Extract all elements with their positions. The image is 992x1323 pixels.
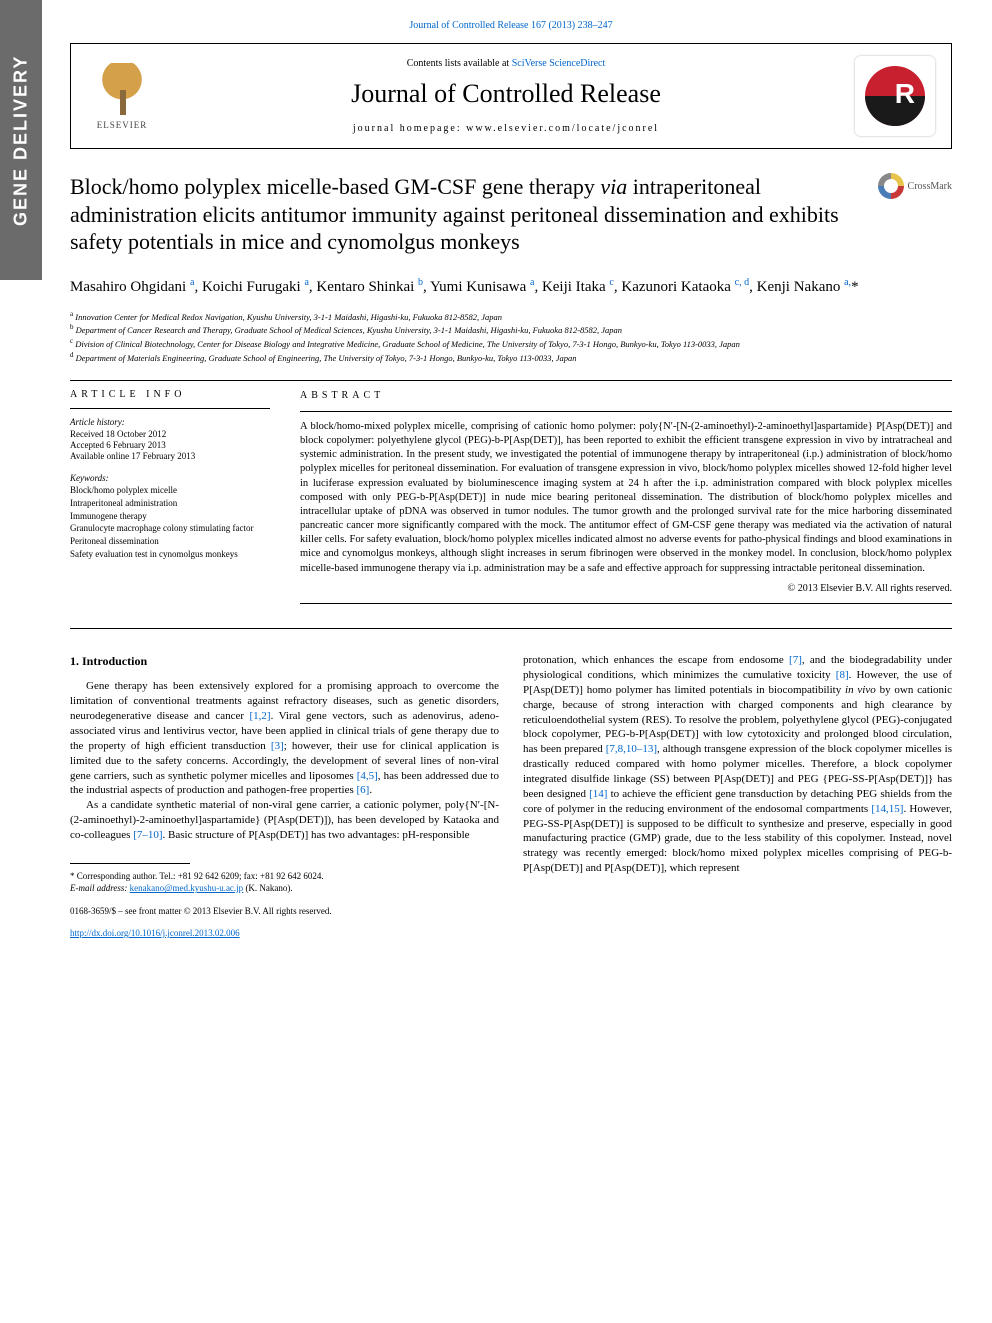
- issn-line: 0168-3659/$ – see front matter © 2013 El…: [70, 905, 499, 917]
- history-line: Received 18 October 2012: [70, 429, 270, 439]
- keyword: Granulocyte macrophage colony stimulatin…: [70, 523, 270, 535]
- journal-citation: Journal of Controlled Release 167 (2013)…: [70, 20, 952, 31]
- title-row: Block/homo polyplex micelle-based GM-CSF…: [70, 173, 952, 256]
- sciencedirect-link[interactable]: SciVerse ScienceDirect: [512, 58, 606, 69]
- footnote-rule: [70, 863, 190, 864]
- journal-header: ELSEVIER Contents lists available at Sci…: [70, 43, 952, 149]
- keywords-head: Keywords:: [70, 473, 270, 483]
- abstract-head: ABSTRACT: [300, 389, 952, 403]
- elsevier-tree-icon: [92, 63, 152, 118]
- corresponding-author: * Corresponding author. Tel.: +81 92 642…: [70, 870, 499, 883]
- elsevier-text: ELSEVIER: [97, 120, 148, 130]
- history-line: Available online 17 February 2013: [70, 451, 270, 461]
- keyword: Safety evaluation test in cynomolgus mon…: [70, 549, 270, 561]
- crossmark-icon: [878, 173, 904, 199]
- history-head: Article history:: [70, 417, 270, 427]
- article-info: ARTICLE INFO Article history: Received 1…: [70, 389, 270, 612]
- body-p2: As a candidate synthetic material of non…: [70, 798, 499, 843]
- keyword: Intraperitoneal administration: [70, 498, 270, 510]
- section-title: 1. Introduction: [70, 653, 499, 669]
- jcr-logo: [855, 56, 935, 136]
- info-divider: [70, 408, 270, 409]
- keyword: Peritoneal dissemination: [70, 536, 270, 548]
- crossmark-badge[interactable]: CrossMark: [878, 173, 952, 199]
- body-columns: 1. Introduction Gene therapy has been ex…: [70, 653, 952, 939]
- affiliations: a Innovation Center for Medical Redox Na…: [70, 310, 952, 365]
- body-p3: protonation, which enhances the escape f…: [523, 653, 952, 876]
- body-divider: [70, 628, 952, 629]
- page-content: Journal of Controlled Release 167 (2013)…: [60, 0, 992, 959]
- header-center: Contents lists available at SciVerse Sci…: [173, 58, 839, 134]
- sidebar-tab: GENE DELIVERY: [0, 0, 42, 280]
- meta-row: ARTICLE INFO Article history: Received 1…: [70, 389, 952, 612]
- abstract-divider: [300, 411, 952, 412]
- affiliation: d Department of Materials Engineering, G…: [70, 351, 952, 365]
- jcr-circle-icon: [865, 66, 925, 126]
- journal-homepage: journal homepage: www.elsevier.com/locat…: [173, 123, 839, 134]
- keyword: Immunogene therapy: [70, 511, 270, 523]
- journal-name: Journal of Controlled Release: [173, 79, 839, 109]
- abstract-copyright: © 2013 Elsevier B.V. All rights reserved…: [300, 582, 952, 596]
- affiliation: b Department of Cancer Research and Ther…: [70, 323, 952, 337]
- crossmark-label: CrossMark: [908, 181, 952, 192]
- footnotes: * Corresponding author. Tel.: +81 92 642…: [70, 870, 499, 895]
- abstract-end-divider: [300, 603, 952, 604]
- affiliation: a Innovation Center for Medical Redox Na…: [70, 310, 952, 324]
- email-line: E-mail address: kenakano@med.kyushu-u.ac…: [70, 882, 499, 895]
- body-p1: Gene therapy has been extensively explor…: [70, 679, 499, 798]
- email-link[interactable]: kenakano@med.kyushu-u.ac.jp: [130, 883, 244, 893]
- article-title: Block/homo polyplex micelle-based GM-CSF…: [70, 173, 862, 256]
- history-line: Accepted 6 February 2013: [70, 440, 270, 450]
- contents-prefix: Contents lists available at: [407, 58, 512, 69]
- abstract-text: A block/homo-mixed polyplex micelle, com…: [300, 420, 952, 576]
- keyword: Block/homo polyplex micelle: [70, 485, 270, 497]
- authors: Masahiro Ohgidani a, Koichi Furugaki a, …: [70, 276, 952, 298]
- divider: [70, 380, 952, 381]
- affiliation: c Division of Clinical Biotechnology, Ce…: [70, 337, 952, 351]
- doi-link[interactable]: http://dx.doi.org/10.1016/j.jconrel.2013…: [70, 928, 240, 938]
- sidebar-label: GENE DELIVERY: [11, 54, 32, 225]
- article-info-head: ARTICLE INFO: [70, 389, 270, 400]
- abstract: ABSTRACT A block/homo-mixed polyplex mic…: [300, 389, 952, 612]
- contents-line: Contents lists available at SciVerse Sci…: [173, 58, 839, 69]
- elsevier-logo: ELSEVIER: [87, 56, 157, 136]
- doi-line: http://dx.doi.org/10.1016/j.jconrel.2013…: [70, 927, 499, 939]
